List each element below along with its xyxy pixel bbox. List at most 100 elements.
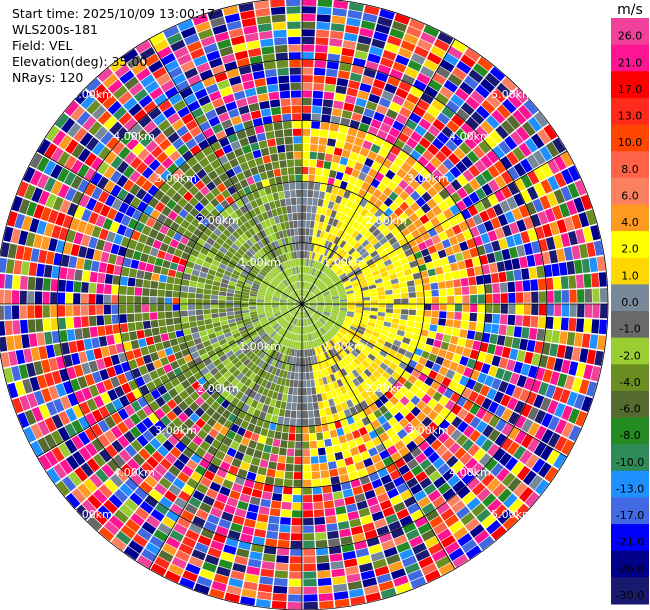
radar-gate	[347, 218, 356, 227]
radar-gate	[248, 47, 262, 58]
radar-gate	[84, 183, 96, 197]
radar-gate	[138, 213, 150, 225]
radar-gate	[267, 365, 274, 374]
radar-gate	[207, 349, 216, 358]
radar-gate	[194, 464, 207, 476]
radar-gate	[227, 185, 237, 195]
radar-gate	[167, 434, 180, 446]
radar-gate	[230, 140, 241, 151]
radar-gate	[158, 549, 174, 563]
radar-gate	[274, 37, 287, 46]
radar-gate	[27, 276, 36, 290]
radar-gate	[116, 160, 129, 174]
radar-gate	[308, 307, 316, 311]
radar-gate	[267, 406, 275, 415]
radar-gate	[230, 522, 243, 533]
radar-gate	[222, 409, 232, 419]
radar-gate	[267, 234, 274, 243]
radar-gate	[343, 215, 351, 225]
radar-gate	[293, 318, 297, 325]
radar-gate	[462, 169, 475, 182]
radar-gate	[260, 427, 269, 437]
radar-gate	[215, 330, 224, 337]
radar-gate	[370, 311, 378, 316]
radar-gate	[427, 143, 439, 156]
radar-gate	[179, 390, 189, 400]
radar-gate	[313, 323, 319, 330]
radar-gate	[259, 270, 267, 277]
radar-gate	[427, 409, 439, 421]
radar-gate	[330, 405, 338, 415]
radar-gate	[302, 266, 304, 274]
radar-gate	[321, 207, 328, 216]
radar-gate	[257, 213, 265, 223]
radar-gate	[483, 135, 497, 149]
radar-gate	[295, 274, 299, 282]
radar-gate	[566, 332, 576, 346]
radar-gate	[38, 249, 48, 264]
radar-gate	[449, 262, 459, 272]
radar-gate	[569, 304, 577, 317]
radar-gate	[508, 246, 519, 259]
radar-gate	[574, 332, 583, 347]
radar-gate	[154, 164, 167, 176]
radar-gate	[501, 472, 516, 487]
radar-gate	[59, 267, 68, 280]
radar-gate	[83, 478, 98, 493]
radar-gate	[230, 397, 240, 407]
radar-gate	[376, 245, 385, 254]
radar-gate	[523, 304, 531, 315]
radar-gate	[284, 471, 294, 480]
radar-gate	[357, 259, 366, 267]
radar-gate	[285, 144, 294, 152]
radar-gate	[346, 415, 355, 425]
radar-gate	[294, 334, 298, 342]
radar-gate	[286, 371, 292, 379]
radar-gate	[330, 162, 339, 171]
radar-gate	[283, 346, 288, 355]
radar-gate	[299, 289, 302, 297]
radar-gate	[417, 496, 431, 509]
radar-gate	[264, 308, 273, 312]
radar-gate	[266, 170, 275, 179]
radar-gate	[571, 214, 582, 230]
radar-gate	[428, 370, 438, 380]
radar-gate	[383, 438, 394, 449]
radar-gate	[189, 207, 200, 218]
radar-gate	[375, 425, 385, 436]
radar-gate	[303, 540, 315, 549]
radar-gate	[309, 302, 317, 304]
radar-gate	[241, 403, 250, 413]
radar-gate	[303, 502, 313, 510]
radar-gate	[184, 168, 196, 179]
radar-gate	[330, 290, 338, 295]
radar-gate	[410, 576, 427, 589]
radar-gate	[123, 417, 135, 430]
radar-gate	[260, 147, 270, 157]
radar-gate	[299, 326, 301, 334]
radar-gate	[368, 93, 381, 104]
radar-gate	[277, 353, 283, 361]
radar-gate	[303, 594, 318, 602]
radar-gate	[382, 358, 392, 367]
radar-gate	[201, 423, 213, 434]
radar-gate	[282, 321, 288, 328]
radar-gate	[382, 325, 391, 332]
radar-gate	[270, 185, 278, 194]
radar-gate	[352, 282, 360, 288]
radar-gate	[410, 190, 421, 201]
radar-gate	[257, 292, 265, 296]
radar-gate	[477, 284, 485, 294]
radar-gate	[395, 113, 408, 125]
radar-gate	[279, 272, 286, 280]
radar-gate	[190, 48, 205, 60]
radar-gate	[319, 263, 325, 271]
radar-gate	[526, 254, 536, 267]
radar-gate	[431, 99, 445, 112]
radar-gate	[543, 264, 553, 278]
radar-gate	[297, 403, 302, 411]
radar-gate	[257, 312, 266, 316]
radar-gate	[291, 293, 297, 299]
radar-gate	[144, 495, 159, 508]
radar-gate	[284, 221, 290, 230]
